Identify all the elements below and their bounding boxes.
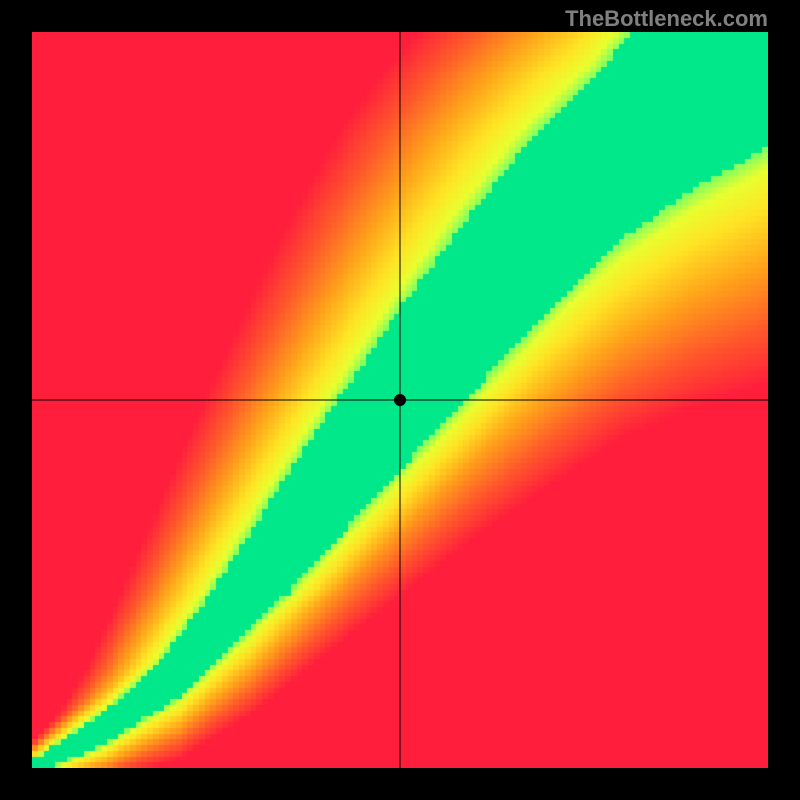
center-marker (394, 394, 406, 406)
plot-area (32, 32, 768, 768)
chart-frame: TheBottleneck.com (0, 0, 800, 800)
watermark-text: TheBottleneck.com (565, 6, 768, 32)
overlay-svg (32, 32, 768, 768)
